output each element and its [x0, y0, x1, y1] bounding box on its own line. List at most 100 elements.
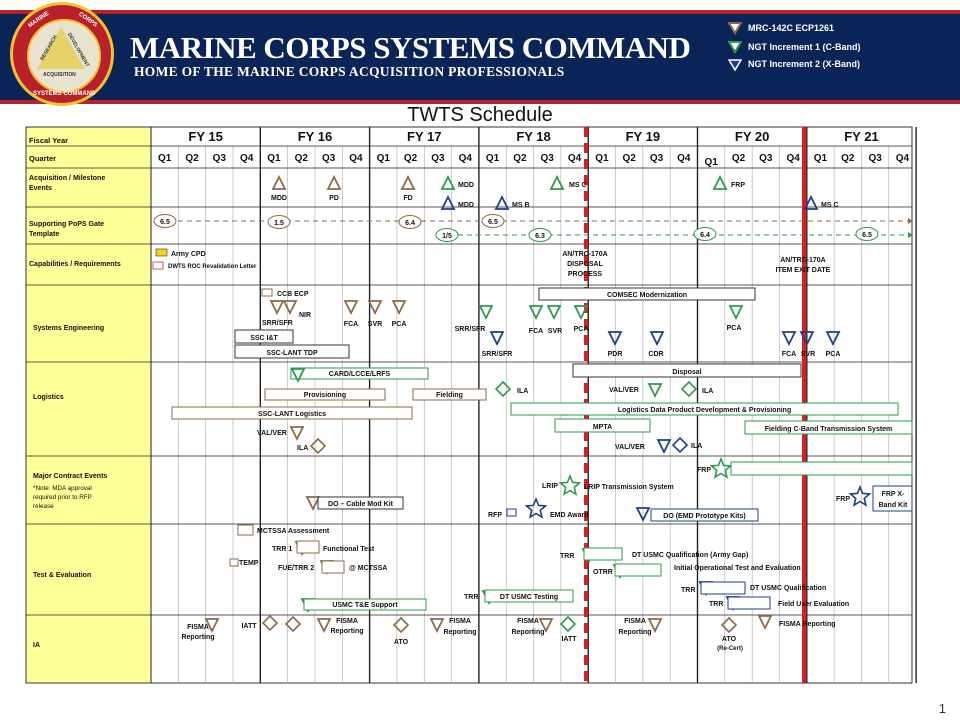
fielding-cband-bar [744, 420, 913, 435]
mpta-bar-label: MPTA [593, 424, 612, 431]
contract-label: EMD Award [550, 512, 589, 519]
disposal-process-label: PROCESS [568, 271, 603, 278]
ccb-ecp-marker [261, 288, 273, 297]
pops-gate-oval-label: 6.4 [700, 232, 710, 239]
ato-diamond-icon [392, 616, 410, 634]
ila-diamond-icon [671, 436, 689, 454]
pops-gate-oval [481, 214, 505, 228]
se-label: FCA [344, 321, 358, 328]
provisioning-bar-label: Provisioning [304, 392, 346, 399]
quarter-header: Q1 [704, 157, 718, 168]
row-note-text: release [33, 503, 54, 510]
ia-label: IATT [561, 636, 577, 643]
seal-text-systems-command: SYSTEMS COMMAND [33, 91, 96, 97]
pops-gate-oval [267, 215, 291, 229]
contract-label: FRP X- [882, 491, 905, 498]
ato-diamond-icon [720, 616, 738, 634]
pops-gate-oval [435, 228, 459, 242]
lrip-star-icon [558, 473, 582, 496]
te-label: TRR [709, 601, 723, 608]
fielding-bar-label: Fielding [436, 392, 463, 399]
card-lcce-lrfs-bar-label: CARD/LCCE/LRFS [329, 371, 391, 378]
te-label: Initial Operational Test and Evaluation [674, 565, 801, 572]
ssc-it-bar-label: SSC I&T [250, 335, 278, 342]
te-label: TRR [681, 587, 695, 594]
row-label-acquisition: Events [29, 185, 52, 192]
se-green-icon [528, 305, 544, 321]
logistics-data-bar [510, 402, 899, 416]
te-label: Field User Evaluation [778, 601, 849, 608]
do-cable-mod-kit-bar-label: DO – Cable Mod Kit [328, 501, 394, 508]
ia-label: Reporting [443, 629, 476, 636]
item-exit-date-label: AN/TRC-170A [780, 257, 826, 264]
se-label: SVR [801, 351, 815, 358]
iot-e-bar [614, 563, 662, 577]
page-number: 1 [938, 701, 946, 716]
quarter-header: Q2 [404, 153, 418, 164]
se-label: SRR/SFR [262, 320, 293, 327]
ia-brown-icon [429, 618, 445, 634]
iatt-diamond-icon [559, 615, 577, 633]
ia-label: Reporting [330, 628, 363, 635]
log-label: VAL/VER [609, 387, 639, 394]
te-label: TRR [560, 553, 574, 560]
quarter-header: Q3 [868, 153, 882, 164]
quarter-header: Q4 [240, 153, 254, 164]
card-lcce-lrfs-bar [290, 367, 429, 380]
milestone-green-icon [712, 174, 728, 190]
quarter-header: Q2 [841, 153, 855, 164]
seal-text-acquisition: ACQUISITION [43, 72, 76, 78]
disposal-bar [572, 363, 802, 378]
se-brown-icon [343, 300, 359, 316]
frp-star-icon [709, 456, 733, 479]
ia-label: ATO [722, 636, 737, 643]
ia-label: FISMA [624, 618, 646, 625]
contract-label: FRP [697, 467, 711, 474]
do-emd-prototype-bar [650, 508, 759, 522]
contract-label: LRIP Transmission System [584, 484, 674, 491]
disposal-process-label: AN/TRC-170A [562, 251, 608, 258]
quarter-header: Q2 [513, 153, 527, 164]
quarter-header: Q3 [322, 153, 336, 164]
ia-label: Reporting [181, 634, 214, 641]
mpta-bar [554, 418, 651, 433]
log-brown-icon [289, 426, 305, 442]
comsec-modernization-bar [538, 287, 756, 301]
se-blue-icon [649, 331, 665, 347]
log-label: VAL/VER [615, 444, 645, 451]
ssc-lant-logistics-bar-label: SSC-LANT Logistics [258, 411, 326, 418]
fielding-bar [412, 388, 487, 401]
milestone-label: PD [329, 195, 339, 202]
header-title: MARINE CORPS SYSTEMS COMMAND [130, 30, 691, 65]
ssc-lant-logistics-bar [171, 406, 413, 420]
pops-gate-oval-label: 1/5 [442, 233, 452, 240]
legend-brown-triangle-icon [728, 22, 742, 35]
contract-label: FRP [836, 496, 850, 503]
pops-gate-oval [528, 228, 552, 242]
se-label: PCA [392, 321, 407, 328]
se-brown-icon [391, 300, 407, 316]
te-label: @ MCTSSA [349, 565, 387, 572]
fiscal-year-header: FY 19 [626, 129, 660, 144]
quarter-header: Q4 [896, 153, 910, 164]
se-label: CDR [648, 351, 663, 358]
se-blue-icon [799, 331, 815, 347]
pops-gate-oval [398, 215, 422, 229]
ia-label: Reporting [618, 629, 651, 636]
contract-label: Band Kit [879, 502, 908, 509]
milestone-green-icon [440, 174, 456, 190]
contract-blue-icon [635, 507, 651, 523]
row-note-text: *Note: MDA approval [33, 485, 92, 492]
rfp-marker [506, 508, 517, 517]
log-blue-icon [656, 439, 672, 455]
ia-brown-icon [316, 618, 332, 634]
frp-xband-star-icon [848, 484, 872, 507]
legend-label-mrc142c: MRC-142C ECP1261 [748, 23, 835, 33]
fiscal-year-header: FY 16 [298, 129, 332, 144]
log-green-icon [647, 383, 663, 399]
frp-cband-bar [730, 461, 913, 476]
milestone-label: MDD [271, 195, 287, 202]
ssc-lant-tdp-bar [234, 344, 350, 359]
quarter-header: Q2 [295, 153, 309, 164]
dt-usmc-testing-bar-label: DT USMC Testing [500, 594, 558, 601]
